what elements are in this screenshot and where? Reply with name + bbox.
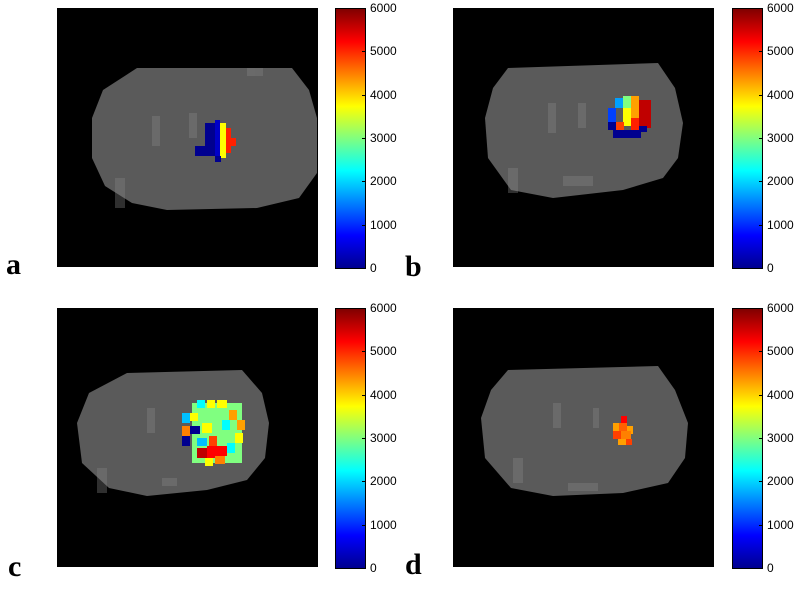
colorbar-tick-mark bbox=[362, 181, 366, 182]
colorbar-tick-label: 1000 bbox=[767, 218, 794, 232]
colorbar-tick-label: 0 bbox=[767, 561, 774, 575]
colorbar-tick-mark bbox=[362, 95, 366, 96]
colorbar-tick-label: 5000 bbox=[767, 44, 794, 58]
brain-slice-svg-d bbox=[481, 366, 688, 496]
signal-overlay-a bbox=[195, 120, 236, 162]
colorbar-tick-label: 2000 bbox=[767, 474, 794, 488]
colorbar-tick-label: 0 bbox=[370, 261, 377, 275]
colorbar-tick-label: 1000 bbox=[370, 518, 397, 532]
brain-slice-image-a bbox=[57, 8, 318, 267]
brain-slice-svg-c bbox=[77, 370, 269, 496]
colorbar-tick-mark bbox=[759, 181, 763, 182]
colorbar-tick-mark bbox=[362, 138, 366, 139]
colorbar-tick-label: 6000 bbox=[767, 301, 794, 315]
colorbar-tick-mark bbox=[759, 138, 763, 139]
colorbar-tick-label: 6000 bbox=[370, 301, 397, 315]
colorbar-tick-label: 3000 bbox=[767, 131, 794, 145]
colorbar-tick-label: 6000 bbox=[767, 1, 794, 15]
colorbar-tick-label: 4000 bbox=[370, 388, 397, 402]
colorbar-tick-mark bbox=[759, 308, 763, 309]
colorbar-tick-label: 1000 bbox=[370, 218, 397, 232]
colorbar-tick-mark bbox=[759, 95, 763, 96]
colorbar-tick-mark bbox=[362, 351, 366, 352]
colorbar-tick-label: 2000 bbox=[370, 474, 397, 488]
colorbar-tick-label: 0 bbox=[370, 561, 377, 575]
panel-label-a: a bbox=[6, 248, 21, 281]
colorbar-tick-label: 0 bbox=[767, 261, 774, 275]
colorbar-tick-mark bbox=[759, 481, 763, 482]
colorbar-tick-mark bbox=[759, 268, 763, 269]
colorbar-tick-mark bbox=[362, 395, 366, 396]
signal-overlay-c bbox=[182, 400, 245, 466]
colorbar-tick-label: 5000 bbox=[370, 344, 397, 358]
colorbar-tick-label: 5000 bbox=[370, 44, 397, 58]
colorbar-tick-label: 5000 bbox=[767, 344, 794, 358]
colorbar-tick-label: 1000 bbox=[767, 518, 794, 532]
colorbar-tick-label: 2000 bbox=[767, 174, 794, 188]
colorbar-tick-mark bbox=[362, 268, 366, 269]
colorbar-a bbox=[335, 8, 366, 269]
colorbar-tick-mark bbox=[362, 308, 366, 309]
signal-overlay-b bbox=[608, 96, 651, 138]
colorbar-tick-mark bbox=[759, 438, 763, 439]
colorbar-tick-label: 6000 bbox=[370, 1, 397, 15]
colorbar-tick-mark bbox=[759, 351, 763, 352]
brain-slice-image-b bbox=[453, 8, 714, 267]
colorbar-tick-mark bbox=[759, 568, 763, 569]
colorbar-tick-label: 3000 bbox=[370, 431, 397, 445]
colorbar-tick-mark bbox=[759, 8, 763, 9]
brain-slice-image-c bbox=[57, 308, 318, 567]
panel-label-d: d bbox=[405, 548, 422, 581]
colorbar-tick-mark bbox=[362, 438, 366, 439]
colorbar-tick-mark bbox=[759, 395, 763, 396]
colorbar-tick-label: 3000 bbox=[767, 431, 794, 445]
colorbar-tick-label: 4000 bbox=[767, 88, 794, 102]
colorbar-tick-label: 4000 bbox=[767, 388, 794, 402]
colorbar-tick-mark bbox=[759, 525, 763, 526]
colorbar-tick-mark bbox=[362, 225, 366, 226]
colorbar-tick-mark bbox=[759, 51, 763, 52]
colorbar-tick-mark bbox=[759, 225, 763, 226]
brain-slice-svg-a bbox=[92, 68, 317, 210]
colorbar-tick-label: 4000 bbox=[370, 88, 397, 102]
panel-label-b: b bbox=[405, 250, 422, 283]
signal-overlay-d bbox=[613, 416, 633, 445]
colorbar-tick-label: 3000 bbox=[370, 131, 397, 145]
colorbar-tick-mark bbox=[362, 568, 366, 569]
colorbar-tick-label: 2000 bbox=[370, 174, 397, 188]
colorbar-tick-mark bbox=[362, 8, 366, 9]
colorbar-tick-mark bbox=[362, 525, 366, 526]
colorbar-tick-mark bbox=[362, 481, 366, 482]
brain-slice-svg-b bbox=[485, 63, 683, 198]
colorbar-tick-mark bbox=[362, 51, 366, 52]
panel-label-c: c bbox=[8, 550, 22, 583]
brain-slice-image-d bbox=[453, 308, 714, 567]
